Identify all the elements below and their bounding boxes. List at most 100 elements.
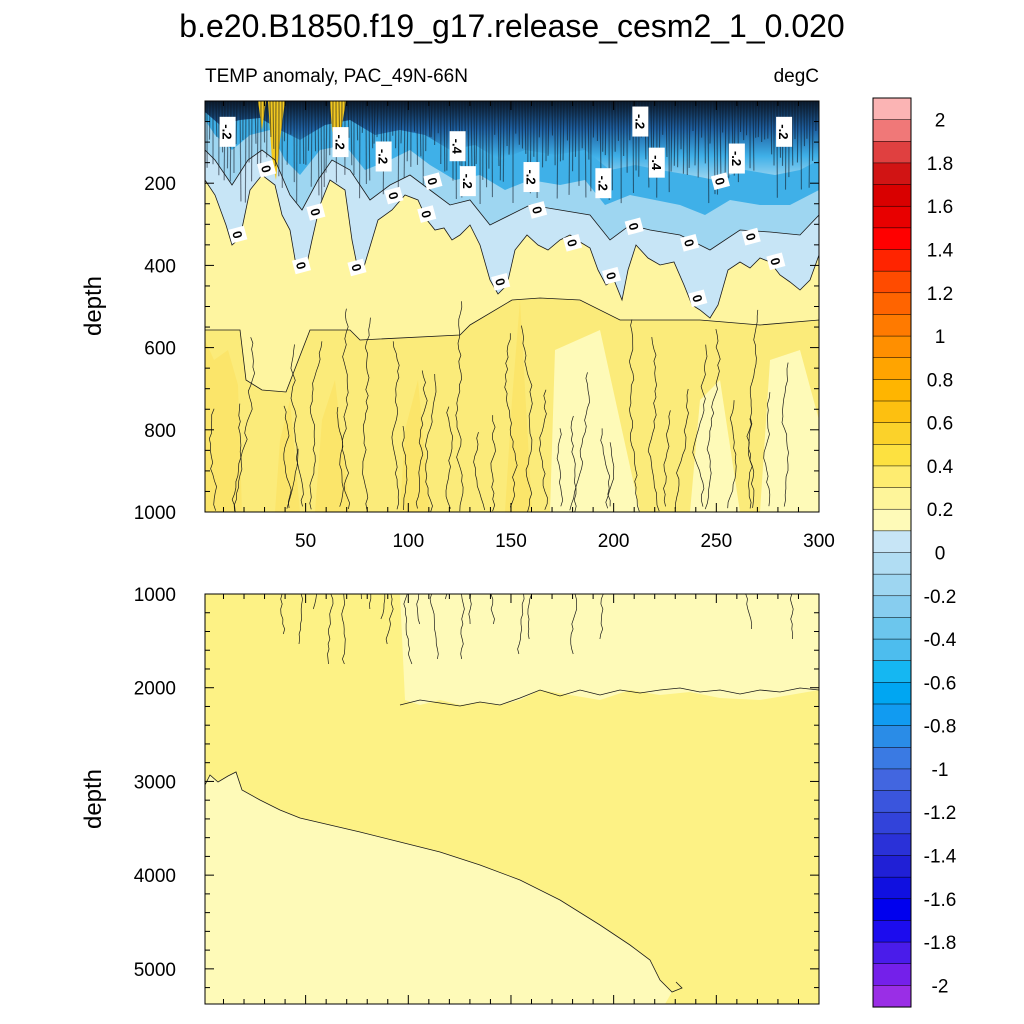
contour-streak [688, 101, 691, 168]
shallow-contour-line [341, 594, 346, 665]
contour-label-box [595, 168, 612, 199]
contour-label-box [728, 143, 745, 174]
contour-label-box [291, 256, 312, 275]
colorbar-level-label: 0.4 [927, 457, 954, 478]
colorbar-swatch [872, 638, 912, 662]
contour-label: 0 [257, 159, 277, 178]
contour-streak [568, 101, 571, 195]
contour-label-text: -.4 [649, 155, 664, 171]
contour-streak [356, 101, 359, 141]
contour-label: 0 [688, 289, 708, 308]
deep-contour-line [763, 392, 771, 507]
colorbar-swatch [872, 292, 912, 315]
contour-label-text: 0 [307, 207, 323, 218]
contour-streak [320, 101, 323, 201]
deep-contour-line [539, 389, 548, 510]
colorbar-level-label: -0.2 [924, 587, 957, 608]
deep-contour-line [605, 442, 615, 509]
contour-label: -.2 [332, 127, 349, 158]
shallow-contour-line [312, 594, 317, 610]
contour-streak [269, 101, 272, 137]
y-tick-label: 5000 [134, 960, 176, 981]
deep-contour-line [556, 428, 564, 507]
colorbar-level-label: 1 [935, 327, 946, 348]
y-tick-label: 4000 [134, 866, 176, 887]
contour-streak [694, 101, 697, 166]
deep-contour-line [692, 344, 708, 507]
contour-streak [556, 101, 559, 199]
colorbar-level-label: 0.6 [927, 414, 953, 435]
contour-label-text: -.2 [376, 149, 391, 164]
deep-contour-line [401, 425, 408, 511]
contour-label: -.2 [728, 143, 745, 174]
y-tick-label: 1000 [134, 585, 176, 606]
y-tick-label: 2000 [134, 679, 176, 700]
contour-label: -.2 [595, 168, 612, 199]
contour-streak [254, 101, 257, 144]
contour-label-box [563, 233, 583, 252]
colorbar-swatch [872, 941, 912, 965]
colorbar-level-label: 2 [935, 111, 946, 132]
contour-label: 0 [384, 186, 404, 205]
contour-streak [670, 101, 673, 172]
colorbar-swatch [872, 703, 912, 727]
contour-streak [274, 101, 277, 167]
contour-streak [208, 101, 211, 140]
panel-subtitle-variable: TEMP anomaly, PAC_49N-66N [205, 66, 468, 87]
colorbar-swatch [872, 876, 912, 900]
colorbar-swatch [872, 747, 912, 770]
shallow-contour-line [429, 594, 439, 660]
colorbar-level-label: 1.8 [927, 154, 953, 175]
colorbar-level-label: 0.2 [927, 500, 953, 521]
colorbar-swatch [872, 444, 912, 467]
contour-streak [373, 101, 376, 144]
colorbar-swatch [872, 314, 912, 337]
contour-streak [403, 101, 406, 178]
contour-streak [400, 101, 403, 144]
contour-label-text: 0 [229, 229, 245, 240]
contour-streak [709, 101, 712, 144]
deep-contour-line [727, 400, 737, 509]
contour-label-text: 0 [385, 190, 401, 201]
contour-label: 0 [741, 227, 761, 246]
colorbar-level-label: -1.2 [924, 803, 957, 824]
contour-streak [599, 101, 602, 176]
colorbar-swatch [872, 963, 912, 986]
colorbar-level-label: 0 [935, 544, 946, 565]
contour-streak [559, 101, 562, 162]
contour-label-box [375, 141, 392, 172]
contour-label-box [459, 166, 476, 197]
colorbar-swatch [872, 205, 912, 229]
contour-label: 0 [228, 225, 248, 244]
contour-streak [406, 101, 409, 162]
colorbar-swatch [872, 682, 912, 705]
contour-label-text: 0 [743, 231, 759, 242]
contour-streak [235, 101, 238, 145]
contour-label-text: -.2 [729, 151, 744, 166]
contour-label: 0 [680, 233, 700, 252]
contour-label-text: -.2 [632, 114, 647, 129]
contour-streak [428, 101, 431, 137]
contour-label: 0 [528, 201, 548, 219]
contour-streak [413, 101, 416, 132]
colorbar-swatch [872, 595, 912, 618]
colorbar-swatch [872, 833, 912, 857]
upper-neg02-contour [205, 149, 819, 251]
colorbar-level-label: -1 [932, 760, 949, 781]
contour-streak [538, 101, 541, 138]
contour-label-text: -.4 [450, 139, 465, 155]
contour-label: 0 [291, 256, 312, 275]
contour-label-box [384, 186, 404, 205]
contour-streak [584, 101, 587, 198]
x-tick-label: 300 [803, 531, 835, 552]
colorbar-swatch [872, 227, 912, 251]
contour-streak [724, 101, 727, 178]
colorbar [872, 97, 912, 1008]
contour-label-text: 0 [681, 237, 697, 248]
shallow-contour-line [327, 594, 334, 665]
contour-streak [350, 101, 353, 166]
colorbar-swatch [872, 985, 912, 1008]
contour-label-box [602, 266, 622, 285]
